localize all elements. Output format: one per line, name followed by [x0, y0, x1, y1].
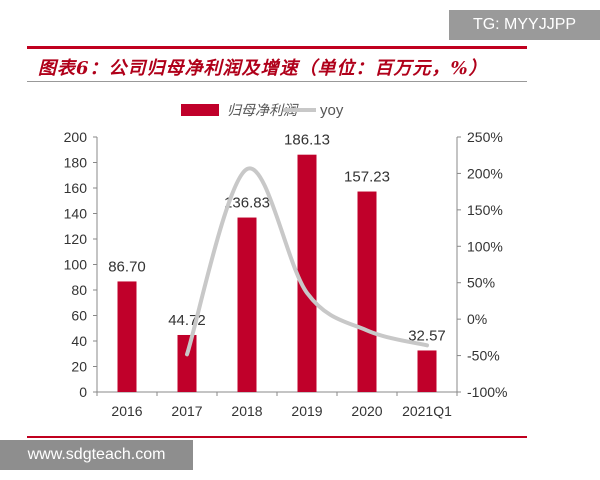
data-label: 136.83 [224, 195, 270, 212]
left-tick-label: 40 [71, 333, 87, 349]
bar-2017 [177, 334, 197, 392]
data-label: 32.57 [408, 327, 446, 344]
left-tick-label: 200 [64, 129, 88, 145]
bottom-rule [27, 436, 527, 438]
x-tick-label: 2019 [291, 403, 322, 419]
bar-2021Q1 [417, 350, 437, 392]
left-tick-label: 60 [71, 308, 87, 324]
title-rule-top [27, 46, 527, 49]
left-tick-label: 140 [64, 206, 88, 222]
left-tick-label: 120 [64, 231, 88, 247]
right-tick-label: 250% [467, 129, 503, 145]
data-label: 186.13 [284, 132, 330, 149]
watermark-top: TG: MYYJJPP [449, 10, 600, 40]
x-tick-label: 2018 [231, 403, 262, 419]
right-tick-label: 50% [467, 275, 495, 291]
right-tick-label: -100% [467, 384, 507, 400]
data-label: 86.70 [108, 258, 146, 275]
right-tick-label: 100% [467, 238, 503, 254]
bar-2020 [357, 191, 377, 392]
x-tick-label: 2017 [171, 403, 202, 419]
left-tick-label: 160 [64, 180, 88, 196]
left-tick-label: 0 [79, 384, 87, 400]
yoy-line [185, 166, 429, 357]
left-tick-label: 80 [71, 282, 87, 298]
data-label: 44.72 [168, 312, 206, 329]
bar-2018 [237, 217, 257, 392]
data-label: 157.23 [344, 169, 390, 186]
legend-label-line: yoy [320, 102, 344, 119]
right-tick-label: -50% [467, 348, 500, 364]
left-tick-label: 180 [64, 155, 88, 171]
legend-label-bar: 归母净利润 [227, 102, 299, 118]
title-rule-bottom [27, 81, 527, 82]
bar-2016 [117, 281, 137, 392]
bar-2019 [297, 154, 317, 392]
legend-swatch-bar [181, 104, 219, 116]
right-tick-label: 150% [467, 202, 503, 218]
x-tick-label: 2016 [111, 403, 142, 419]
chart-title: 图表6：公司归母净利润及增速（单位：百万元，%） [38, 58, 488, 79]
right-tick-label: 0% [467, 311, 487, 327]
left-tick-label: 20 [71, 359, 87, 375]
x-tick-label: 2020 [351, 403, 382, 419]
right-tick-label: 200% [467, 165, 503, 181]
watermark-bottom: www.sdgteach.com [0, 440, 193, 470]
x-tick-label: 2021Q1 [402, 403, 452, 419]
left-tick-label: 100 [64, 257, 88, 273]
